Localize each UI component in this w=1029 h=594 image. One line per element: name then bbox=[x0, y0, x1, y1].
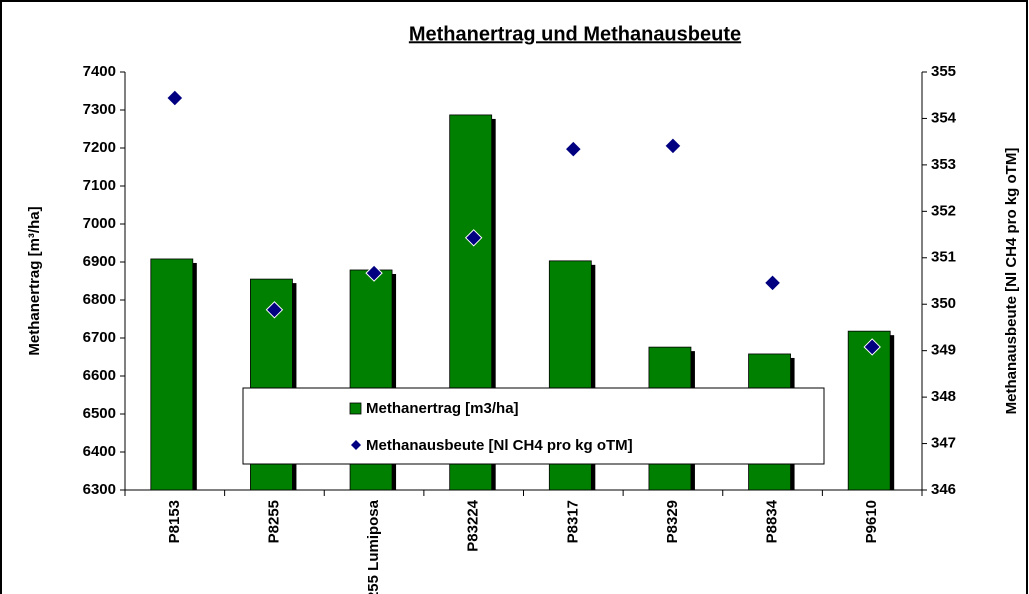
y-axis-title: Methanertrag [m³/ha] bbox=[26, 206, 43, 355]
y-tick-label: 7000 bbox=[83, 215, 116, 232]
y-tick-label: 6300 bbox=[83, 481, 116, 498]
legend-label: Methanausbeute [Nl CH4 pro kg oTM] bbox=[366, 437, 633, 454]
legend-swatch bbox=[349, 402, 362, 415]
y-tick-label: 7300 bbox=[83, 101, 116, 118]
y2-tick-label: 352 bbox=[931, 202, 956, 219]
y-tick-label: 6500 bbox=[83, 405, 116, 422]
diamond-marker bbox=[863, 338, 881, 356]
y-tick-label: 6700 bbox=[83, 329, 116, 346]
chart-title: Methanertrag und Methanausbeute bbox=[409, 23, 741, 45]
x-tick-label: P8255 Lumiposa bbox=[365, 499, 382, 594]
y2-tick-label: 355 bbox=[931, 63, 956, 80]
x-tick-label: P8153 bbox=[166, 500, 183, 543]
y2-tick-label: 349 bbox=[931, 342, 956, 359]
y-tick-label: 6400 bbox=[83, 443, 116, 460]
y-tick-label: 7400 bbox=[83, 63, 116, 80]
y2-axis-title: Methanausbeute [Nl CH4 pro kg oTM] bbox=[1003, 148, 1020, 415]
y2-tick-label: 351 bbox=[931, 249, 956, 266]
y2-tick-label: 347 bbox=[931, 435, 956, 452]
diamond-marker bbox=[166, 89, 184, 107]
x-tick-label: P9610 bbox=[863, 500, 880, 543]
diamond-marker bbox=[464, 229, 483, 247]
legend-label: Methanertrag [m3/ha] bbox=[366, 400, 519, 417]
y2-tick-label: 350 bbox=[931, 295, 956, 312]
y-tick-label: 7100 bbox=[83, 177, 116, 194]
diamond-marker bbox=[564, 140, 583, 158]
legend-box bbox=[242, 387, 825, 465]
y2-tick-label: 346 bbox=[931, 481, 956, 498]
y-tick-label: 6800 bbox=[83, 291, 116, 308]
diamond-marker bbox=[763, 274, 782, 292]
x-tick-label: P8834 bbox=[764, 499, 781, 543]
bar bbox=[847, 330, 891, 491]
x-tick-label: P8255 bbox=[265, 500, 282, 543]
diamond-marker bbox=[265, 301, 284, 319]
diamond-marker bbox=[664, 137, 682, 155]
legend-marker bbox=[351, 440, 361, 450]
y-tick-label: 7200 bbox=[83, 139, 116, 156]
x-tick-label: P8317 bbox=[564, 500, 581, 543]
y2-tick-label: 353 bbox=[931, 156, 956, 173]
x-tick-label: P8329 bbox=[664, 500, 681, 543]
y-tick-label: 6600 bbox=[83, 367, 116, 384]
x-tick-label: P83224 bbox=[465, 499, 482, 551]
y2-tick-label: 348 bbox=[931, 388, 956, 405]
y2-tick-label: 354 bbox=[931, 109, 957, 126]
diamond-marker bbox=[365, 264, 383, 282]
y-tick-label: 6900 bbox=[83, 253, 116, 270]
bar bbox=[150, 258, 194, 491]
